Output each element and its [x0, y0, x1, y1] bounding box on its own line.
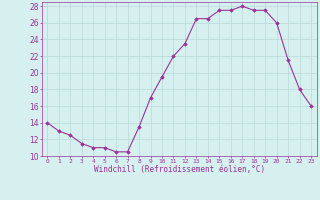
X-axis label: Windchill (Refroidissement éolien,°C): Windchill (Refroidissement éolien,°C) [94, 165, 265, 174]
